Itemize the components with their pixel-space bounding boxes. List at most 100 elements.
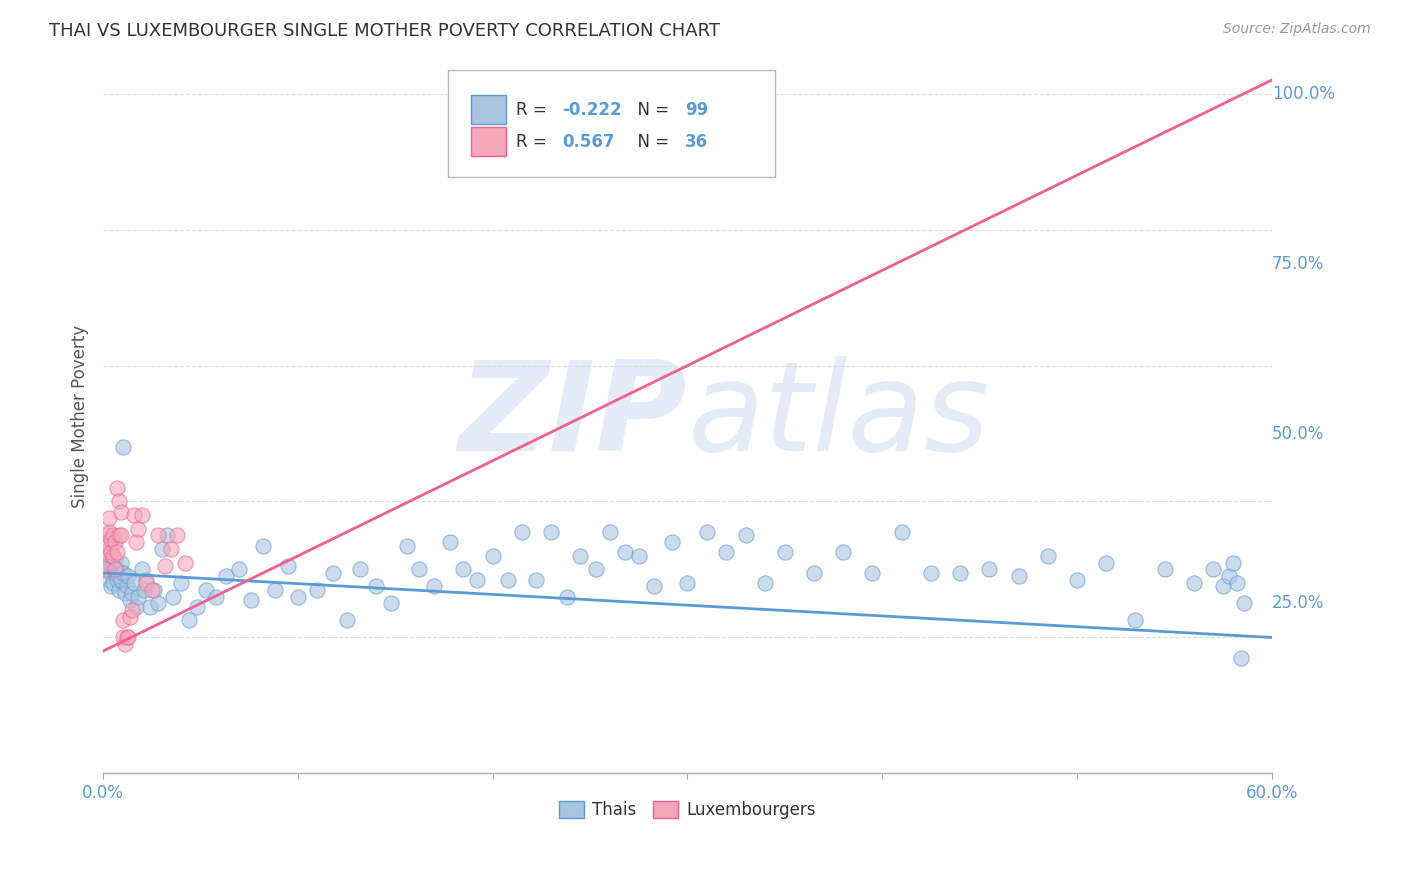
Point [125,599,148,614]
Point [98,525,121,540]
Text: R =: R = [516,101,551,119]
Point [111,614,134,628]
Point [111,566,134,580]
Y-axis label: Single Mother Poverty: Single Mother Poverty [72,325,89,508]
Point [423,579,446,593]
Point [322,566,344,580]
Point [162,590,184,604]
Point [1066,573,1088,587]
Point [252,539,274,553]
Point [453,562,475,576]
Point [1233,597,1256,611]
Point [569,549,592,563]
Point [127,590,149,604]
Point [803,566,825,580]
Point [599,525,621,540]
Point [155,559,177,574]
Point [124,508,146,522]
Point [120,610,142,624]
Point [110,573,132,587]
Point [614,545,637,559]
Point [773,545,796,559]
Text: ZIP: ZIP [458,356,688,477]
Point [96,539,118,553]
Point [1036,549,1059,563]
Point [195,582,218,597]
Point [101,528,124,542]
Point [115,579,138,593]
Point [94,545,117,559]
Point [110,556,132,570]
Point [131,562,153,576]
Point [105,573,128,587]
Text: 25.0%: 25.0% [1272,594,1324,613]
Point [104,562,127,576]
Point [142,582,165,597]
Point [166,528,188,542]
Point [100,579,122,593]
Point [101,549,124,563]
Point [94,562,117,576]
Point [101,559,124,574]
Point [540,525,562,540]
Point [1212,579,1234,593]
Point [364,579,387,593]
Point [205,590,228,604]
Point [115,631,138,645]
FancyBboxPatch shape [471,95,506,124]
Point [1182,576,1205,591]
Text: 75.0%: 75.0% [1272,254,1324,273]
Point [132,582,155,597]
Point [1153,562,1175,576]
Point [1125,614,1147,628]
Point [1229,651,1251,665]
Point [107,494,129,508]
Point [101,576,124,591]
Point [105,562,128,576]
Point [215,569,238,583]
Point [661,535,683,549]
Point [114,637,136,651]
Point [125,535,148,549]
Text: atlas: atlas [688,356,990,477]
Point [121,586,143,600]
Point [277,559,299,574]
Text: Source: ZipAtlas.com: Source: ZipAtlas.com [1223,22,1371,37]
Point [481,549,503,563]
Point [890,525,912,540]
Point [117,569,139,583]
Text: N =: N = [627,133,673,151]
Point [496,573,519,587]
Point [170,576,193,591]
Point [228,562,250,576]
Text: 100.0%: 100.0% [1272,85,1334,103]
Point [676,576,699,591]
Point [107,528,129,542]
Point [150,542,173,557]
Point [395,539,418,553]
Point [408,562,430,576]
Point [716,545,738,559]
Point [585,562,607,576]
Point [920,566,942,580]
Point [734,528,756,542]
Text: N =: N = [627,101,673,119]
Point [263,582,285,597]
Point [96,549,118,563]
Point [186,599,208,614]
Point [120,593,142,607]
Point [98,556,121,570]
Point [104,535,127,549]
Point [439,535,461,549]
Point [100,566,122,580]
Point [1095,556,1118,570]
Point [107,582,129,597]
Text: R =: R = [516,133,557,151]
Point [139,599,162,614]
Point [1007,569,1029,583]
Point [124,576,146,591]
Point [146,597,169,611]
Point [105,481,128,495]
Legend: Thais, Luxembourgers: Thais, Luxembourgers [553,794,823,826]
Point [104,566,127,580]
